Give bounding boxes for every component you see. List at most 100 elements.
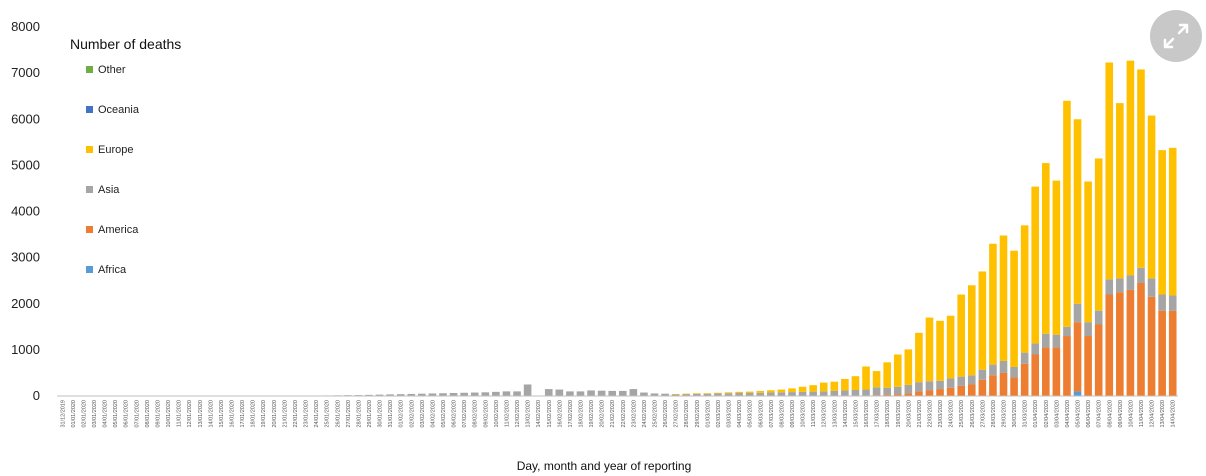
bar-asia xyxy=(555,389,564,396)
legend-label-oceania: Oceania xyxy=(98,104,140,116)
bar-america xyxy=(883,394,891,396)
x-tick-label: 09/04/2020 xyxy=(1118,400,1124,428)
x-tick-label: 03/01/2020 xyxy=(92,400,98,428)
x-tick-label: 07/02/2020 xyxy=(462,400,468,428)
bar-asia xyxy=(946,378,955,388)
legend-label-europe: Europe xyxy=(98,144,133,156)
bar-asia xyxy=(957,376,966,386)
x-tick-label: 12/03/2020 xyxy=(822,400,828,428)
bar-asia xyxy=(756,392,765,396)
bar-asia xyxy=(492,391,500,396)
bar-europe xyxy=(1147,115,1156,279)
x-tick-label: 16/01/2020 xyxy=(230,400,236,428)
y-tick-label: 6000 xyxy=(11,111,40,126)
bar-america xyxy=(1126,289,1135,396)
x-tick-label: 26/02/2020 xyxy=(663,400,669,428)
bar-america xyxy=(1063,336,1071,396)
bar-asia xyxy=(396,394,405,396)
bar-asia xyxy=(830,390,839,396)
x-tick-label: 03/04/2020 xyxy=(1054,400,1060,428)
bar-asia xyxy=(693,393,701,396)
y-tick-label: 5000 xyxy=(11,157,40,172)
x-tick-label: 07/03/2020 xyxy=(769,400,775,428)
bar-europe xyxy=(1010,250,1018,367)
bar-america xyxy=(1042,347,1050,396)
y-tick-label: 4000 xyxy=(11,204,40,219)
x-tick-label: 24/02/2020 xyxy=(642,400,648,428)
bar-america xyxy=(1158,310,1166,396)
x-tick-label: 27/01/2020 xyxy=(346,400,352,428)
bar-america xyxy=(1094,324,1103,396)
bar-asia xyxy=(745,393,754,396)
expand-button[interactable] xyxy=(1150,10,1202,62)
bar-asia xyxy=(671,394,680,396)
bar-europe xyxy=(872,371,881,388)
x-tick-label: 06/04/2020 xyxy=(1086,400,1092,428)
x-axis-label: Day, month and year of reporting xyxy=(517,459,692,473)
x-tick-label: 22/01/2020 xyxy=(293,400,299,428)
bar-asia xyxy=(788,392,796,396)
bar-asia xyxy=(872,387,881,396)
bar-europe xyxy=(735,391,743,393)
x-tick-label: 22/03/2020 xyxy=(927,400,933,428)
x-tick-label: 18/01/2020 xyxy=(251,400,257,428)
bar-asia xyxy=(407,393,416,396)
legend-swatch-africa xyxy=(86,266,93,273)
bar-asia xyxy=(936,380,944,390)
bar-asia xyxy=(798,391,807,396)
x-tick-label: 21/01/2020 xyxy=(282,400,288,428)
x-tick-label: 10/04/2020 xyxy=(1128,400,1134,428)
x-tick-label: 12/04/2020 xyxy=(1150,400,1156,428)
x-tick-label: 07/01/2020 xyxy=(134,400,140,428)
bar-america xyxy=(967,384,976,396)
x-tick-label: 26/03/2020 xyxy=(970,400,976,428)
bar-asia xyxy=(1063,326,1071,337)
bar-asia xyxy=(767,392,775,396)
bar-asia xyxy=(502,391,511,396)
x-tick-label: 04/04/2020 xyxy=(1065,400,1071,428)
bar-europe xyxy=(693,393,701,394)
bar-europe xyxy=(1052,180,1061,335)
y-tick-label: 3000 xyxy=(11,250,40,265)
x-tick-label: 09/02/2020 xyxy=(483,400,489,428)
x-tick-label: 03/02/2020 xyxy=(420,400,426,428)
legend-swatch-asia xyxy=(86,186,93,193)
bar-europe xyxy=(745,391,754,393)
bar-europe xyxy=(1168,147,1177,296)
bar-asia xyxy=(661,393,669,396)
x-tick-label: 08/04/2020 xyxy=(1107,400,1113,428)
x-tick-label: 25/01/2020 xyxy=(325,400,331,428)
bar-europe xyxy=(809,385,817,392)
bar-asia xyxy=(386,394,394,396)
bar-asia xyxy=(650,393,659,396)
bar-asia xyxy=(915,382,923,392)
bar-asia xyxy=(566,391,574,396)
x-tick-label: 09/01/2020 xyxy=(155,400,161,428)
bar-america xyxy=(989,375,997,396)
x-tick-label: 17/02/2020 xyxy=(568,400,574,428)
bar-europe xyxy=(1031,186,1040,344)
bar-asia xyxy=(925,381,934,391)
x-tick-label: 14/04/2020 xyxy=(1171,400,1177,428)
x-tick-label: 23/02/2020 xyxy=(631,400,637,428)
x-tick-label: 16/02/2020 xyxy=(557,400,563,428)
bar-asia xyxy=(989,364,997,376)
bar-europe xyxy=(1094,158,1103,311)
bar-europe xyxy=(989,243,997,365)
bar-europe xyxy=(777,389,786,393)
bar-asia xyxy=(618,390,627,396)
bar-asia xyxy=(375,394,384,396)
bar-america xyxy=(1105,294,1114,396)
x-tick-label: 11/04/2020 xyxy=(1139,400,1145,427)
bar-america xyxy=(999,372,1008,396)
bar-america xyxy=(946,387,955,396)
x-tick-label: 24/01/2020 xyxy=(314,400,320,428)
bar-europe xyxy=(862,366,870,390)
bar-asia xyxy=(851,390,860,396)
bar-asia xyxy=(1147,278,1156,297)
x-tick-label: 11/02/2020 xyxy=(504,400,510,427)
x-tick-label: 10/01/2020 xyxy=(166,400,172,428)
x-tick-label: 02/03/2020 xyxy=(716,400,722,428)
bar-europe xyxy=(841,378,849,391)
